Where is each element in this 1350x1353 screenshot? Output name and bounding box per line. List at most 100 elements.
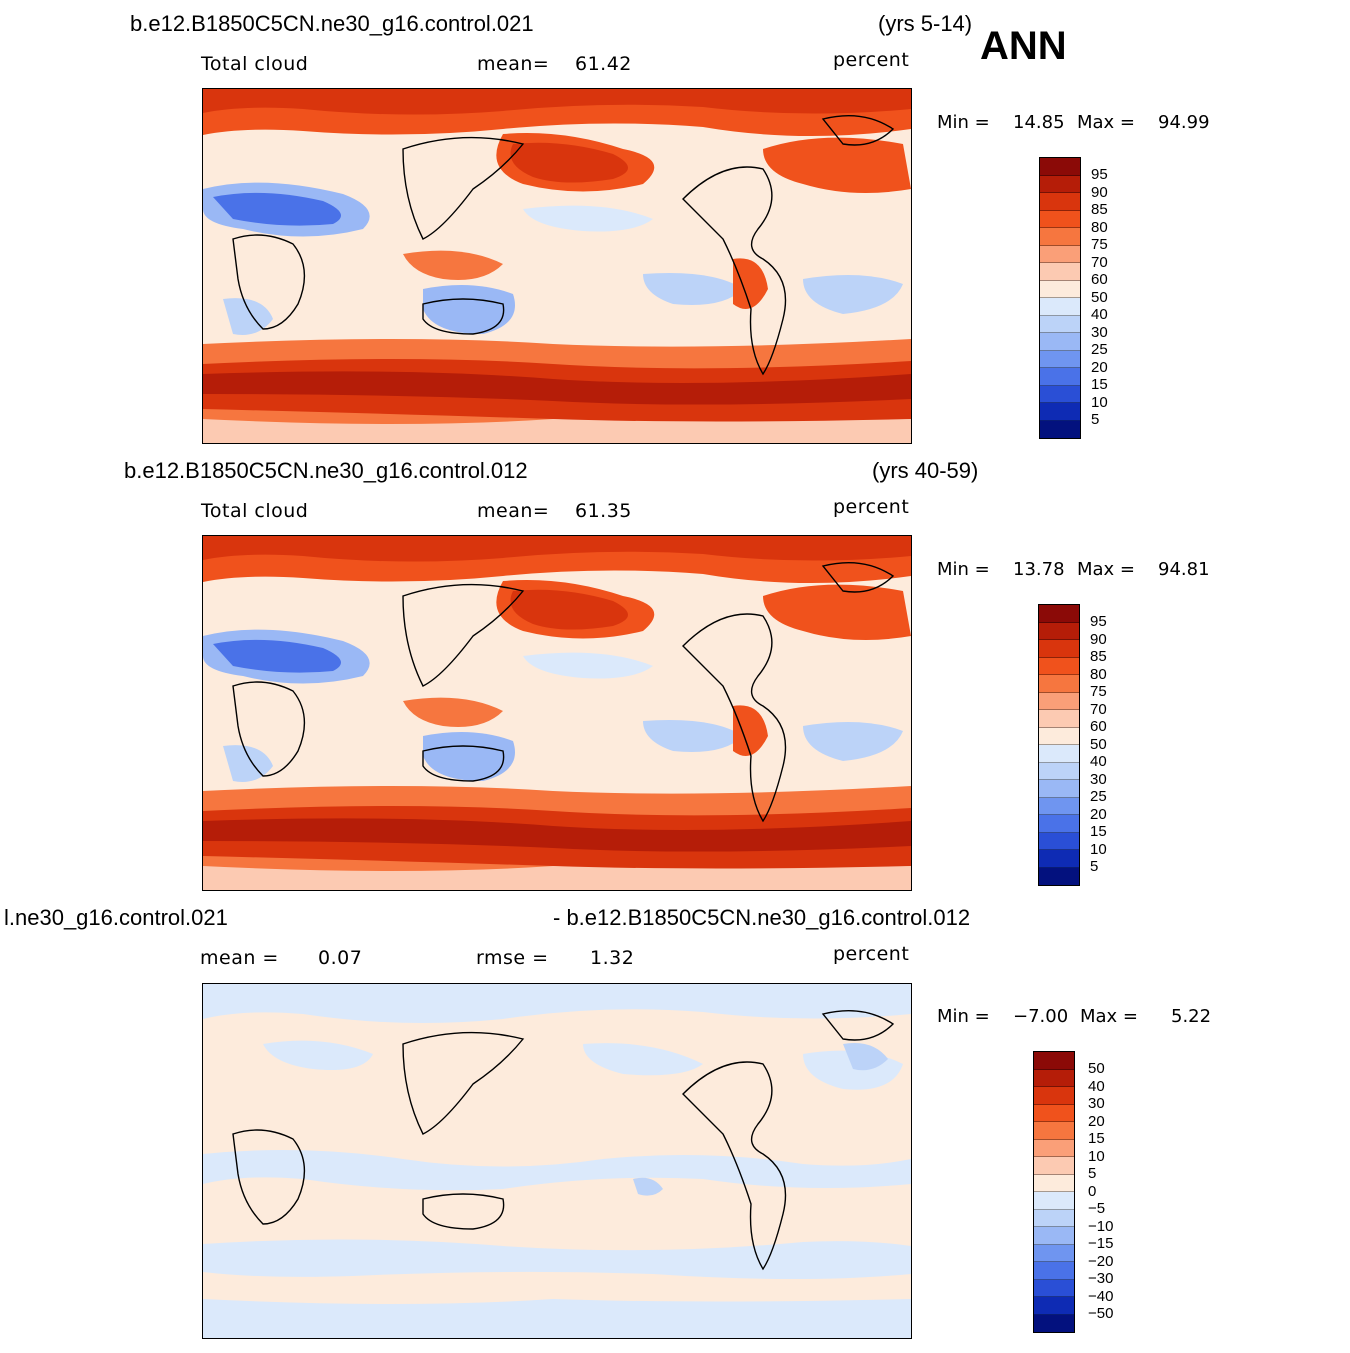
panel-2-max-label: Max = [1077, 559, 1136, 580]
colorbar-swatch [1039, 780, 1079, 798]
colorbar-swatch [1040, 350, 1080, 368]
colorbar-swatch [1039, 622, 1079, 640]
panel-3-min-value: −7.00 [1013, 1006, 1069, 1027]
colorbar-tick-label: 40 [1091, 306, 1108, 323]
colorbar-tick-label: 15 [1088, 1130, 1105, 1147]
panel-3-years: - b.e12.B1850C5CN.ne30_g16.control.012 [553, 905, 971, 930]
colorbar-tick-label: 40 [1090, 753, 1107, 770]
colorbar-swatch [1039, 832, 1079, 850]
colorbar-swatch [1040, 263, 1080, 281]
colorbar-swatch [1034, 1052, 1074, 1070]
colorbar-swatch [1039, 640, 1079, 658]
colorbar-tick-label: 10 [1088, 1147, 1105, 1165]
colorbar-swatch [1034, 1087, 1074, 1105]
colorbar-tick-label: 90 [1090, 630, 1107, 648]
colorbar-swatch [1040, 280, 1080, 298]
panel-3-case-name: l.ne30_g16.control.021 [4, 905, 228, 930]
colorbar-swatch [1039, 815, 1079, 833]
colorbar-swatch [1034, 1122, 1074, 1140]
colorbar-tick-label: −50 [1088, 1305, 1114, 1322]
colorbar-swatch [1034, 1279, 1074, 1297]
colorbar-swatch [1040, 210, 1080, 228]
panel-1-field-name: Total cloud [201, 53, 309, 75]
colorbar-swatch [1034, 1227, 1074, 1245]
panel-2-field-name: Total cloud [201, 500, 309, 522]
season-label: ANN [980, 24, 1067, 68]
colorbar-swatch [1034, 1104, 1074, 1122]
colorbar-tick-label: 40 [1088, 1077, 1105, 1095]
panel-2-mean-value: 61.35 [575, 500, 632, 522]
panel-3-units: percent [833, 943, 910, 965]
colorbar-tick-label: 10 [1091, 393, 1108, 411]
colorbar-tick-label: 95 [1091, 166, 1108, 183]
panel-2-years: (yrs 40-59) [872, 458, 979, 483]
panel-3-map-field [203, 984, 911, 1338]
colorbar-tick-label: 15 [1090, 823, 1107, 840]
panel-1-max-label: Max = [1077, 112, 1136, 133]
panel-2-colorbar [1038, 604, 1080, 886]
colorbar-swatch [1039, 762, 1079, 780]
colorbar-swatch [1040, 403, 1080, 421]
colorbar-tick-label: 30 [1091, 323, 1108, 341]
panel-3-min-label: Min = [937, 1006, 990, 1027]
panel-3-rmse-label: rmse = [476, 947, 549, 969]
colorbar-swatch [1034, 1139, 1074, 1157]
colorbar-swatch [1034, 1174, 1074, 1192]
colorbar-tick-label: 15 [1091, 376, 1108, 393]
panel-3-map [202, 983, 912, 1339]
colorbar-tick-label: 50 [1088, 1060, 1105, 1077]
colorbar-tick-label: 30 [1090, 770, 1107, 788]
colorbar-tick-label: 5 [1088, 1165, 1097, 1182]
colorbar-tick-label: −15 [1088, 1235, 1114, 1252]
colorbar-tick-label: −10 [1088, 1217, 1114, 1235]
colorbar-tick-label: 5 [1090, 858, 1099, 875]
colorbar-swatch [1040, 368, 1080, 386]
panel-2-min-value: 13.78 [1013, 559, 1065, 580]
colorbar-tick-label: 95 [1090, 613, 1107, 630]
colorbar-tick-label: −30 [1088, 1270, 1114, 1287]
panel-1-map-field [203, 89, 911, 443]
panel-3-mean-value: 0.07 [318, 947, 363, 969]
colorbar-swatch [1034, 1157, 1074, 1175]
panel-2-units: percent [833, 496, 910, 518]
panel-1-mean-value: 61.42 [575, 53, 632, 75]
panel-1-case-name: b.e12.B1850C5CN.ne30_g16.control.021 [130, 11, 534, 36]
panel-3-mean-label: mean = [200, 947, 279, 969]
colorbar-swatch [1039, 727, 1079, 745]
colorbar-swatch [1039, 692, 1079, 710]
panel-1-map [202, 88, 912, 444]
colorbar-tick-label: 70 [1091, 253, 1108, 271]
panel-3-max-label: Max = [1080, 1006, 1139, 1027]
colorbar-tick-label: 60 [1091, 271, 1108, 288]
colorbar-swatch [1040, 158, 1080, 176]
colorbar-tick-label: 20 [1090, 805, 1107, 823]
colorbar-tick-label: 85 [1090, 648, 1107, 665]
colorbar-swatch [1040, 193, 1080, 211]
panel-2-map [202, 535, 912, 891]
colorbar-swatch [1034, 1209, 1074, 1227]
colorbar-swatch [1039, 797, 1079, 815]
colorbar-tick-label: 80 [1090, 665, 1107, 683]
colorbar-swatch [1040, 245, 1080, 263]
colorbar-tick-label: 75 [1091, 236, 1108, 253]
colorbar-tick-label: 85 [1091, 201, 1108, 218]
colorbar-swatch [1039, 850, 1079, 868]
colorbar-swatch [1040, 298, 1080, 316]
colorbar-tick-label: 10 [1090, 840, 1107, 858]
colorbar-swatch [1040, 228, 1080, 246]
panel-3-rmse-value: 1.32 [590, 947, 635, 969]
panel-2-min-label: Min = [937, 559, 990, 580]
panel-2-case-name: b.e12.B1850C5CN.ne30_g16.control.012 [124, 458, 528, 483]
colorbar-swatch [1040, 385, 1080, 403]
colorbar-tick-label: 50 [1090, 735, 1107, 753]
panel-3-max-value: 5.22 [1171, 1006, 1212, 1027]
panel-1-colorbar [1039, 157, 1081, 439]
panel-2-map-field [203, 536, 911, 890]
colorbar-swatch [1039, 605, 1079, 623]
colorbar-tick-label: 30 [1088, 1095, 1105, 1112]
colorbar-swatch [1034, 1069, 1074, 1087]
colorbar-tick-label: 25 [1090, 788, 1107, 805]
panel-1-units: percent [833, 49, 910, 71]
colorbar-swatch [1034, 1244, 1074, 1262]
colorbar-swatch [1039, 675, 1079, 693]
